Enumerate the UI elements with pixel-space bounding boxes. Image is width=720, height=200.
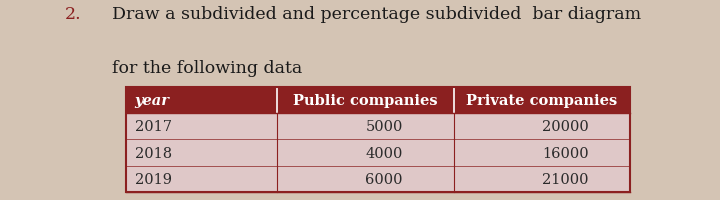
Text: 4000: 4000	[366, 146, 402, 160]
Text: for the following data: for the following data	[112, 60, 302, 77]
Bar	[126, 140, 630, 166]
Text: Draw a subdivided and percentage subdivided  bar diagram: Draw a subdivided and percentage subdivi…	[112, 6, 641, 23]
Text: 5000: 5000	[366, 120, 402, 134]
Text: 2017: 2017	[135, 120, 171, 134]
Bar	[126, 113, 630, 140]
Text: 16000: 16000	[541, 146, 588, 160]
Text: Public companies: Public companies	[293, 94, 438, 108]
Text: 2019: 2019	[135, 172, 171, 186]
Bar	[126, 88, 630, 113]
Text: 6000: 6000	[366, 172, 403, 186]
Bar	[126, 88, 630, 192]
Text: 2.: 2.	[65, 6, 81, 23]
Text: Private companies: Private companies	[466, 94, 618, 108]
Text: 20000: 20000	[541, 120, 588, 134]
Text: 21000: 21000	[541, 172, 588, 186]
Bar	[126, 166, 630, 192]
Text: 2018: 2018	[135, 146, 172, 160]
Text: year: year	[135, 94, 170, 108]
